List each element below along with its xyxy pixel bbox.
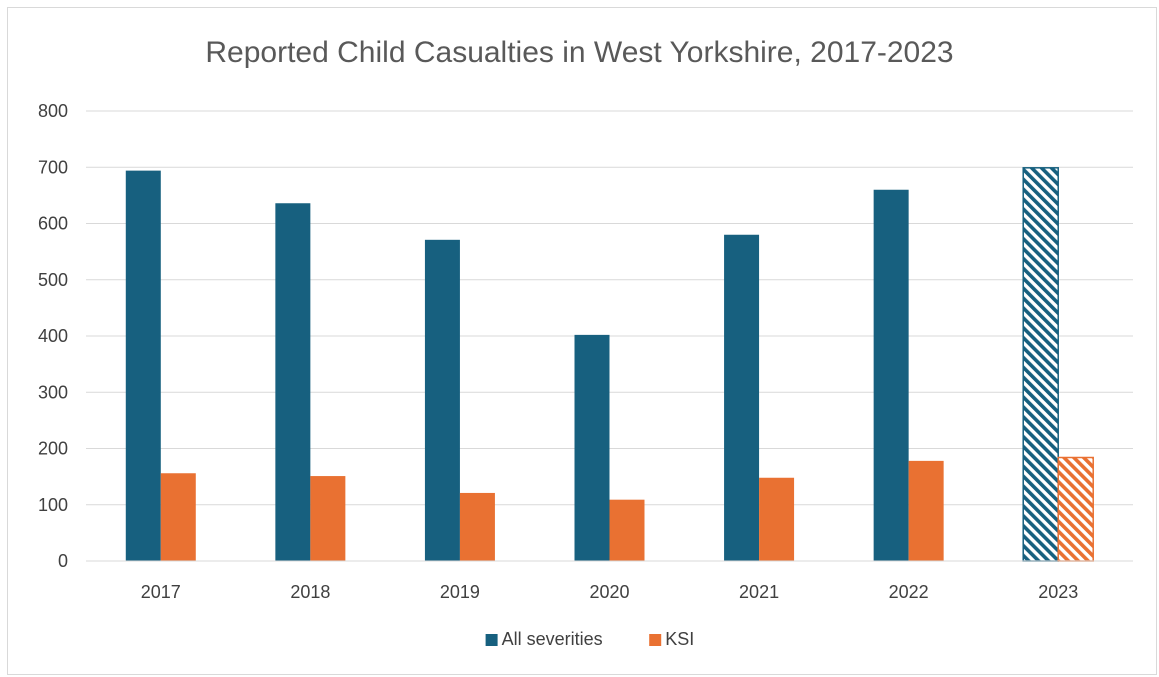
- y-tick-label: 100: [38, 495, 68, 515]
- legend-label: All severities: [502, 629, 603, 649]
- chart-title: Reported Child Casualties in West Yorksh…: [205, 36, 954, 69]
- x-tick-label: 2021: [739, 582, 779, 602]
- x-tick-label: 2020: [589, 582, 629, 602]
- y-tick-label: 300: [38, 382, 68, 402]
- y-tick-label: 800: [38, 101, 68, 121]
- bar-ksi-2020: [609, 499, 645, 561]
- y-tick-label: 700: [38, 157, 68, 177]
- legend-swatch-all-severities: [485, 634, 498, 646]
- bar-ksi-2021: [759, 477, 795, 561]
- x-tick-label: 2022: [889, 582, 929, 602]
- x-tick-label: 2017: [141, 582, 181, 602]
- bar-all-severities-2021: [724, 234, 760, 561]
- bar-all-severities-2022: [873, 189, 909, 561]
- bar-all-severities-2019: [424, 239, 460, 561]
- bar-all-severities-2017: [125, 170, 161, 561]
- bar-ksi-2017: [160, 473, 196, 561]
- y-tick-label: 600: [38, 214, 68, 234]
- bar-ksi-2022: [908, 460, 944, 561]
- x-tick-label: 2019: [440, 582, 480, 602]
- bar-all-severities-2023: [1022, 167, 1059, 562]
- bar-all-severities-2020: [574, 334, 610, 561]
- x-tick-label: 2023: [1038, 582, 1078, 602]
- x-tick-label: 2018: [290, 582, 330, 602]
- legend-label: KSI: [665, 629, 694, 649]
- bar-ksi-2019: [459, 492, 495, 561]
- legend-swatch-ksi: [649, 634, 662, 646]
- bar-ksi-2023: [1057, 456, 1094, 562]
- bar-ksi-2018: [310, 476, 346, 561]
- y-tick-label: 400: [38, 326, 68, 346]
- y-tick-label: 500: [38, 270, 68, 290]
- y-tick-label: 0: [58, 551, 68, 571]
- y-tick-label: 200: [38, 439, 68, 459]
- bar-all-severities-2018: [275, 203, 311, 561]
